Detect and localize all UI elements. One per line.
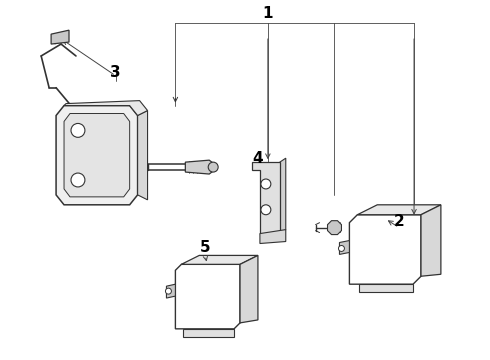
Polygon shape bbox=[421, 205, 441, 276]
Polygon shape bbox=[280, 158, 286, 234]
Polygon shape bbox=[138, 111, 147, 200]
Polygon shape bbox=[175, 264, 240, 329]
Text: 4: 4 bbox=[253, 151, 263, 166]
Polygon shape bbox=[260, 230, 286, 243]
Polygon shape bbox=[185, 160, 213, 174]
Polygon shape bbox=[252, 162, 280, 234]
Text: 1: 1 bbox=[263, 6, 273, 21]
Polygon shape bbox=[359, 284, 413, 292]
Circle shape bbox=[71, 123, 85, 137]
Polygon shape bbox=[183, 329, 234, 337]
Polygon shape bbox=[167, 284, 175, 298]
Polygon shape bbox=[56, 105, 138, 205]
Polygon shape bbox=[51, 30, 69, 44]
Text: 5: 5 bbox=[200, 240, 211, 255]
Text: 3: 3 bbox=[110, 65, 121, 80]
Text: 2: 2 bbox=[394, 214, 405, 229]
Polygon shape bbox=[240, 255, 258, 323]
Polygon shape bbox=[349, 215, 421, 284]
Polygon shape bbox=[64, 100, 147, 116]
Polygon shape bbox=[340, 240, 349, 255]
Circle shape bbox=[71, 173, 85, 187]
Polygon shape bbox=[357, 205, 441, 215]
Circle shape bbox=[166, 288, 171, 294]
Circle shape bbox=[261, 205, 271, 215]
Polygon shape bbox=[327, 221, 342, 235]
Polygon shape bbox=[181, 255, 258, 264]
Circle shape bbox=[261, 179, 271, 189]
Circle shape bbox=[339, 246, 344, 251]
Polygon shape bbox=[64, 113, 130, 197]
Circle shape bbox=[208, 162, 218, 172]
